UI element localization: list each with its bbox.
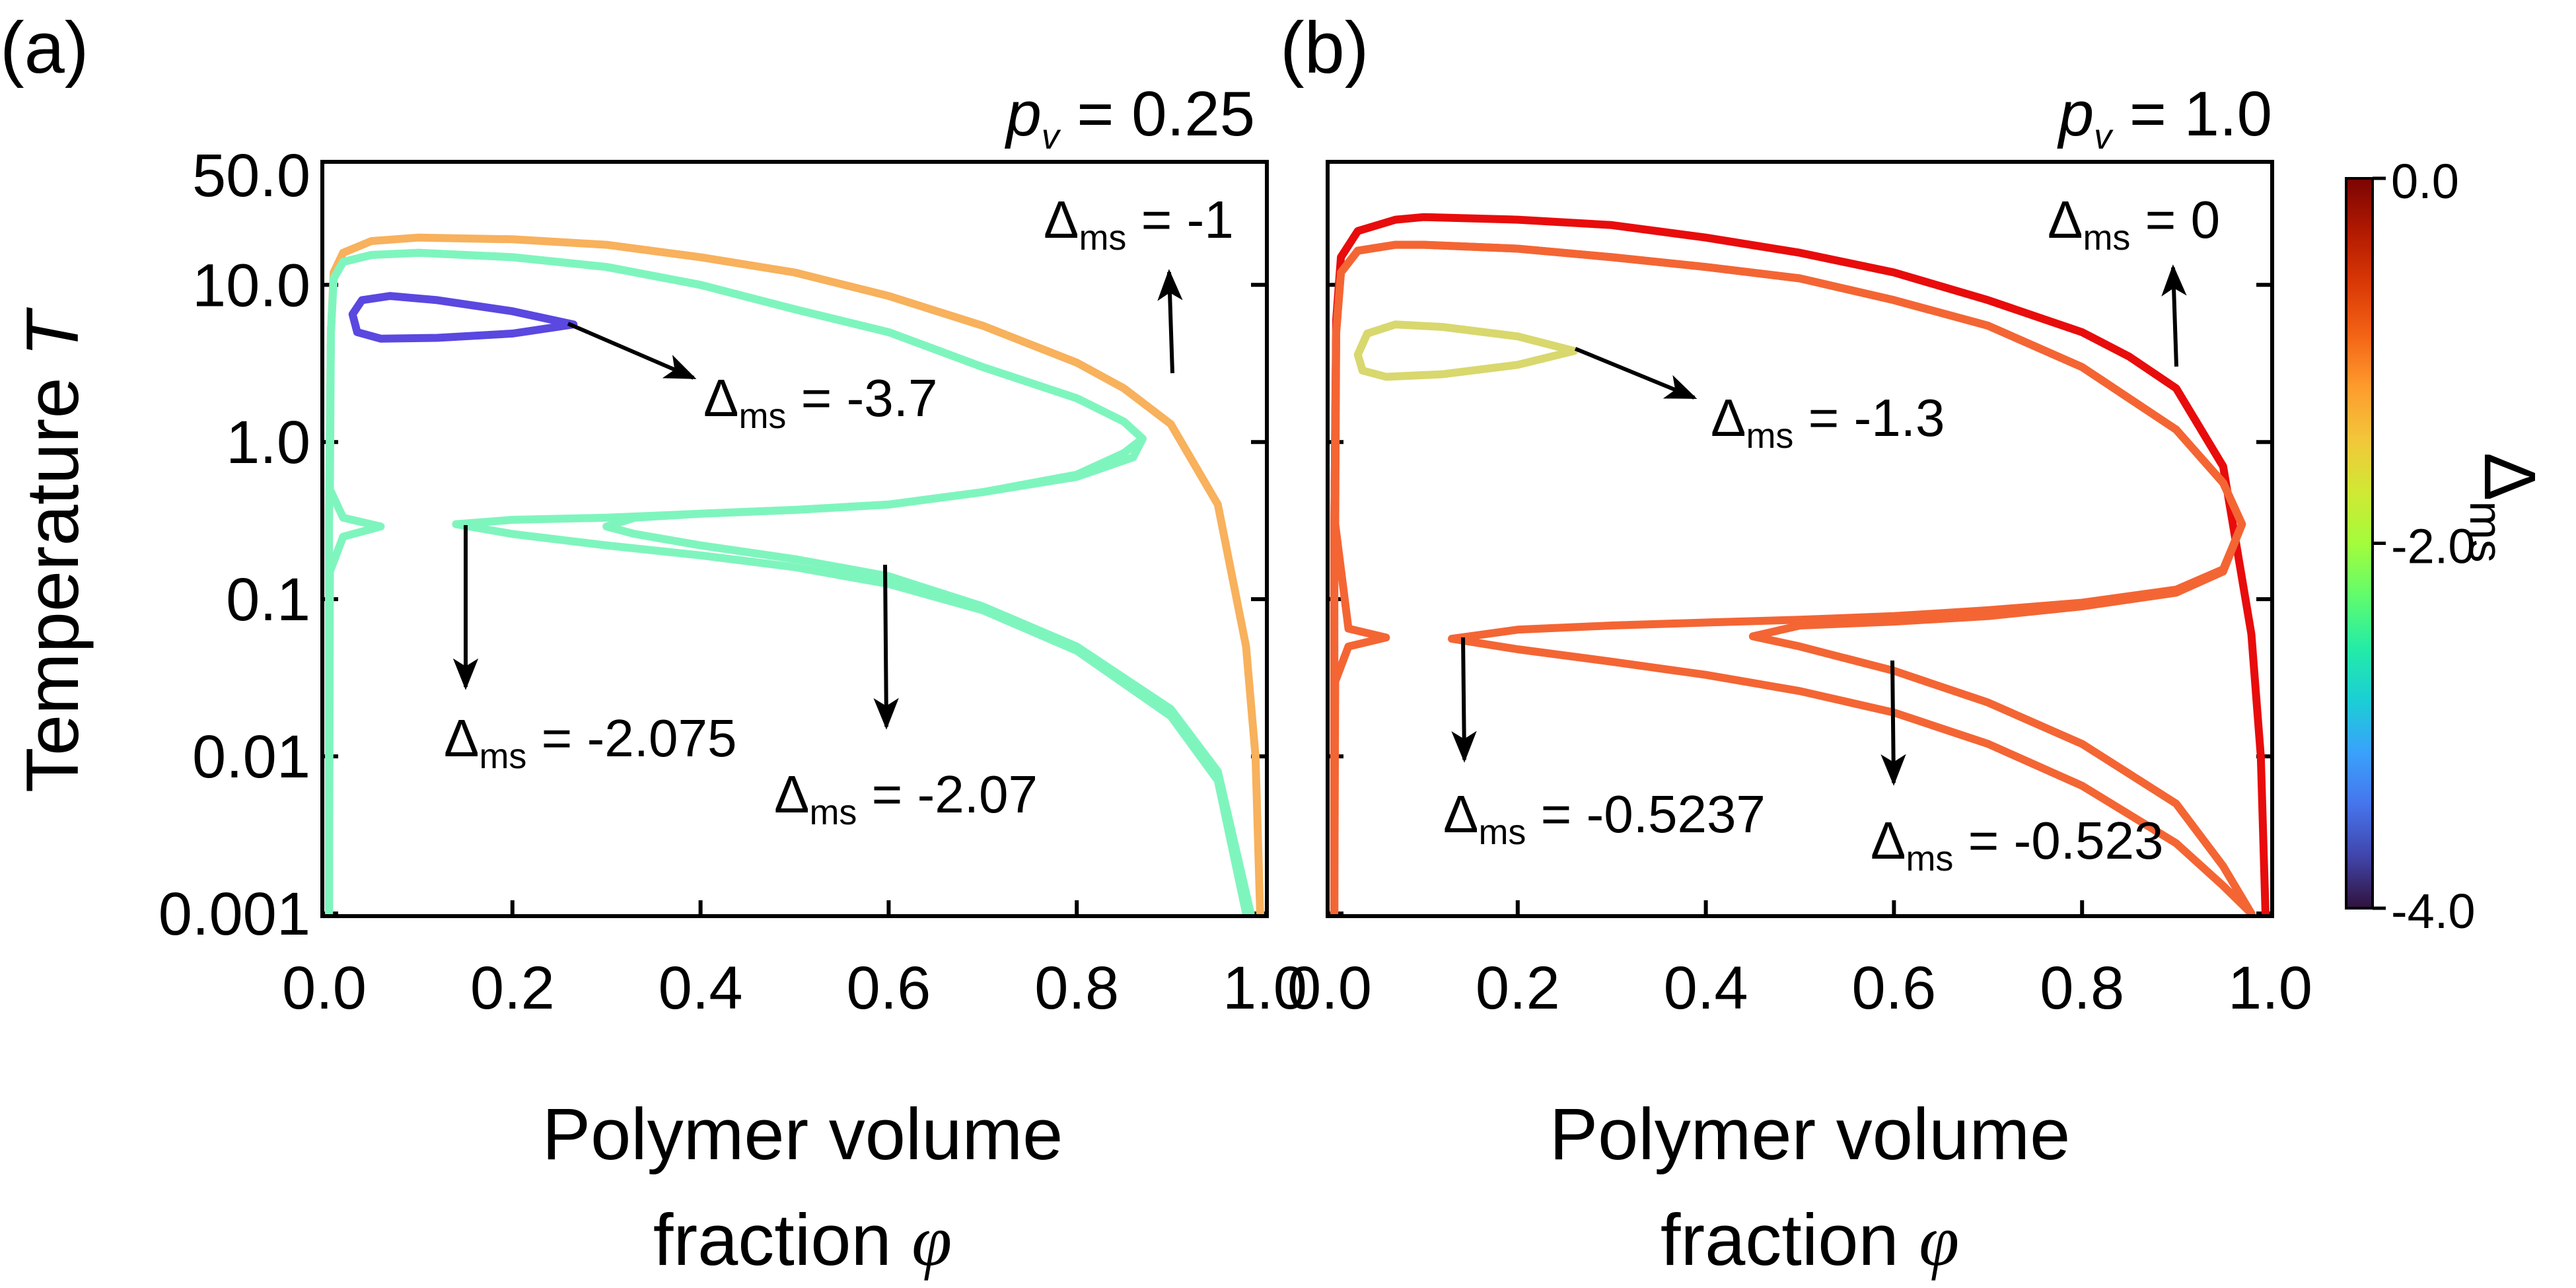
series-line — [1330, 213, 2270, 917]
panel-a-x-title-line2: fraction φ — [653, 1199, 952, 1281]
x-tick-label: 0.4 — [659, 954, 743, 1022]
y-tick-label: 50.0 — [192, 142, 310, 209]
arrow-b-dm-0p5237 — [1451, 637, 1477, 763]
panel-a-title: pv = 0.25 — [1004, 79, 1255, 157]
anno-a-dm-3p7: Δms = -3.7 — [703, 369, 937, 436]
panel-b-title: pv = 1.0 — [2057, 79, 2272, 157]
x-tick-label: 0.6 — [1851, 954, 1936, 1022]
panel-b: (b) pv = 1.0 0.0 0.2 0.4 0.6 0.8 1.0 Polymer … — [1280, 7, 2312, 1281]
x-tick-label: 0.6 — [846, 954, 931, 1022]
anno-a-dm-2p075: Δms = -2.075 — [444, 709, 736, 776]
panel-b-x-title-line2: fraction φ — [1661, 1199, 1959, 1281]
y-tick-label: 1.0 — [226, 409, 310, 476]
x-tick-label: 1.0 — [2228, 954, 2312, 1022]
colorbar-tick-label: 0.0 — [2391, 154, 2459, 209]
colorbar: 0.0 -2.0 -4.0 Δms — [2345, 154, 2550, 939]
series-line — [325, 248, 1147, 917]
arrow-b-dm-1p3 — [1574, 347, 1698, 400]
series-line — [1353, 320, 1579, 381]
y-axis-title: Temperature T — [11, 306, 94, 793]
x-tick-label: 0.2 — [470, 954, 555, 1022]
y-tick-label: 0.001 — [159, 880, 310, 948]
colorbar-ticks: 0.0 -2.0 -4.0 — [2373, 154, 2476, 939]
panel-b-x-ticks: 0.0 0.2 0.4 0.6 0.8 1.0 — [1287, 900, 2312, 1022]
x-tick-label: 0.8 — [2040, 954, 2124, 1022]
anno-b-dm-1p3: Δms = -1.3 — [1711, 388, 1945, 456]
series-line — [348, 292, 578, 343]
x-tick-label: 0.0 — [282, 954, 367, 1022]
panel-a-y-ticks: 0.001 0.01 0.1 1.0 10.0 50.0 — [159, 142, 1267, 948]
arrow-b-dm-0 — [2161, 264, 2187, 367]
series-line — [1330, 240, 2246, 917]
y-tick-label: 10.0 — [192, 252, 310, 319]
anno-a-dm-1: Δms = -1 — [1044, 190, 1234, 258]
anno-b-dm-0p5237: Δms = -0.5237 — [1443, 785, 1766, 852]
y-tick-label: 0.1 — [226, 566, 310, 633]
colorbar-tick-label: -4.0 — [2391, 884, 2476, 939]
x-tick-label: 1.0 — [1223, 954, 1307, 1022]
arrow-b-dm-0p523 — [1880, 660, 1906, 786]
colorbar-gradient — [2346, 178, 2373, 908]
arrow-a-dm-2p07 — [873, 564, 899, 730]
anno-b-dm-0p523: Δms = -0.523 — [1871, 811, 2163, 878]
x-tick-label: 0.4 — [1664, 954, 1748, 1022]
panel-a-x-ticks: 0.0 0.2 0.4 0.6 0.8 1.0 — [282, 900, 1307, 1022]
colorbar-label: Δms — [2460, 452, 2550, 563]
panel-b-frame — [1326, 160, 2274, 918]
arrow-a-dm-1 — [1157, 269, 1183, 374]
anno-a-dm-2p07: Δms = -2.07 — [774, 765, 1038, 832]
y-tick-label: 0.01 — [192, 723, 310, 791]
panel-a-label: (a) — [0, 7, 89, 89]
colorbar-tick-label: -2.0 — [2391, 519, 2476, 574]
series-line — [452, 520, 1250, 917]
panel-b-x-title-line1: Polymer volume — [1550, 1094, 2071, 1175]
x-tick-label: 0.0 — [1287, 954, 1372, 1022]
panel-a-x-title-line1: Polymer volume — [542, 1094, 1063, 1175]
panel-a-series — [325, 233, 1264, 917]
panel-b-label: (b) — [1280, 7, 1369, 89]
x-tick-label: 0.8 — [1034, 954, 1119, 1022]
panel-a: (a) pv = 0.25 Temperature T 0.001 0.01 0.1… — [0, 7, 1307, 1281]
panel-a-frame — [320, 160, 1269, 918]
x-tick-label: 0.2 — [1476, 954, 1560, 1022]
anno-b-dm-0: Δms = 0 — [2048, 190, 2220, 258]
arrow-a-dm-3p7 — [567, 322, 697, 380]
